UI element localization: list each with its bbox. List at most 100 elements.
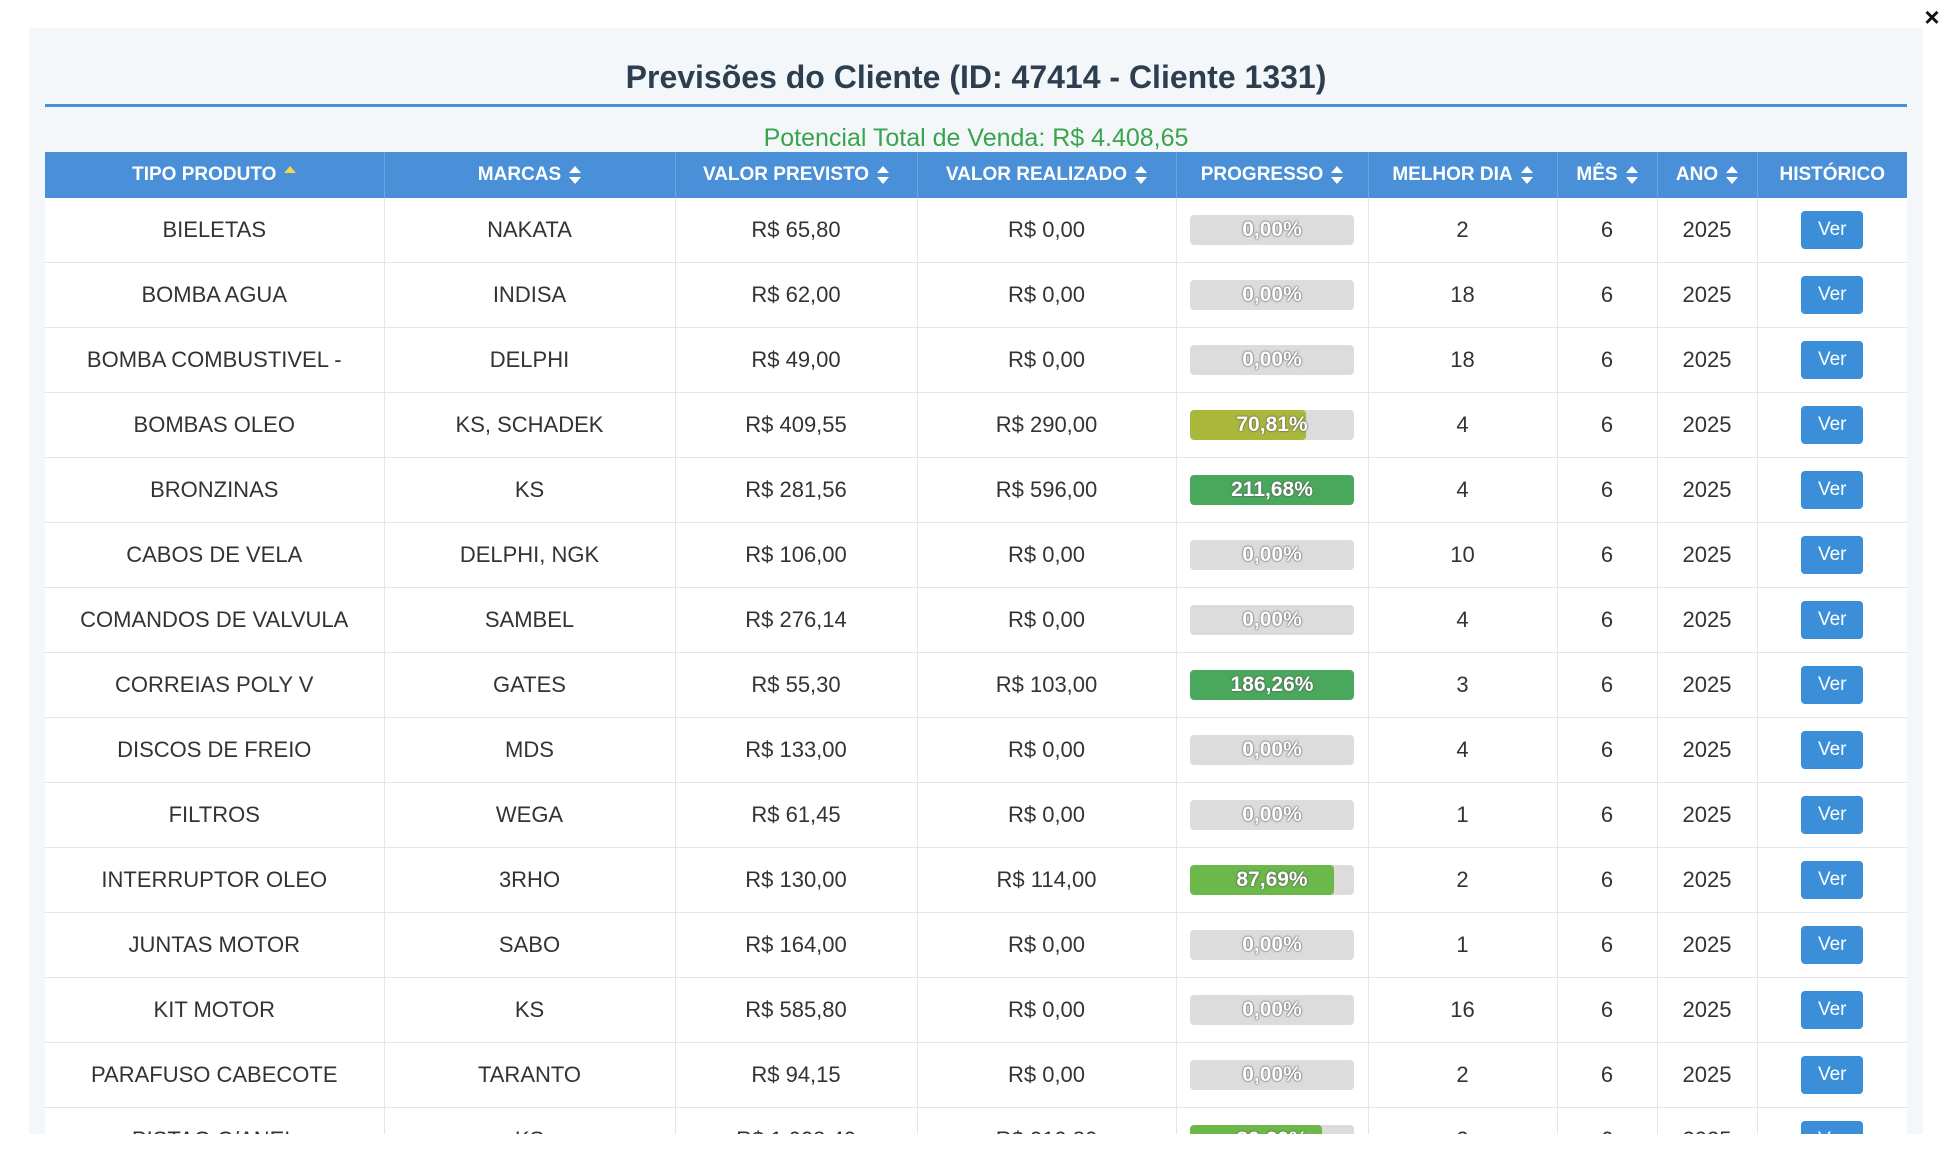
- cell-tipo-produto: BOMBA AGUA: [45, 262, 385, 328]
- cell-progresso: 80,60%: [1176, 1107, 1369, 1134]
- forecast-table-container: TIPO PRODUTO MARCAS VALOR PREVISTO VALOR…: [45, 152, 1907, 1134]
- progress-label: 0,00%: [1242, 543, 1302, 566]
- ver-historico-button[interactable]: Ver: [1801, 861, 1864, 899]
- cell-tipo-produto: BRONZINAS: [45, 457, 385, 523]
- page-title: Previsões do Cliente (ID: 47414 - Client…: [625, 59, 1327, 95]
- cell-progresso: 0,00%: [1176, 1042, 1369, 1108]
- sort-icon: [1625, 165, 1638, 184]
- cell-valor-previsto: R$ 276,14: [675, 587, 918, 653]
- ver-historico-button[interactable]: Ver: [1801, 1121, 1864, 1134]
- sort-icon: [1135, 165, 1148, 184]
- cell-valor-realizado: R$ 0,00: [917, 522, 1177, 588]
- ver-historico-button[interactable]: Ver: [1801, 601, 1864, 639]
- cell-valor-realizado: R$ 919,80: [917, 1107, 1177, 1134]
- progress-bar: 0,00%: [1190, 930, 1354, 960]
- cell-melhor-dia: 4: [1368, 457, 1558, 523]
- cell-progresso: 0,00%: [1176, 717, 1369, 783]
- ver-historico-button[interactable]: Ver: [1801, 926, 1864, 964]
- table-row: BOMBA AGUA INDISA R$ 62,00 R$ 0,00 0,00% 18 6 2…: [45, 262, 1907, 328]
- column-header-mes[interactable]: MÊS: [1557, 152, 1658, 198]
- close-icon[interactable]: ×: [1924, 2, 1940, 32]
- cell-valor-realizado: R$ 0,00: [917, 198, 1177, 263]
- cell-marcas: GATES: [384, 652, 676, 718]
- column-header-tipo-produto[interactable]: TIPO PRODUTO: [45, 152, 385, 198]
- cell-valor-previsto: R$ 65,80: [675, 198, 918, 263]
- cell-historico: Ver: [1757, 327, 1907, 393]
- cell-melhor-dia: 3: [1368, 652, 1558, 718]
- ver-historico-button[interactable]: Ver: [1801, 406, 1864, 444]
- cell-marcas: SABO: [384, 912, 676, 978]
- cell-historico: Ver: [1757, 782, 1907, 848]
- cell-historico: Ver: [1757, 457, 1907, 523]
- ver-historico-button[interactable]: Ver: [1801, 796, 1864, 834]
- ver-historico-button[interactable]: Ver: [1801, 536, 1864, 574]
- cell-marcas: NAKATA: [384, 198, 676, 263]
- cell-marcas: KS: [384, 457, 676, 523]
- cell-ano: 2025: [1657, 522, 1758, 588]
- column-header-valor-realizado[interactable]: VALOR REALIZADO: [917, 152, 1177, 198]
- progress-bar: 186,26%: [1190, 670, 1354, 700]
- cell-ano: 2025: [1657, 457, 1758, 523]
- progress-label: 0,00%: [1242, 1063, 1302, 1086]
- progress-label: 0,00%: [1242, 803, 1302, 826]
- ver-historico-button[interactable]: Ver: [1801, 991, 1864, 1029]
- table-row: PISTAO C/ANELKSR$ 1.008,40R$ 919,80 80,60…: [45, 1107, 1907, 1134]
- ver-historico-button[interactable]: Ver: [1801, 731, 1864, 769]
- cell-valor-previsto: R$ 133,00: [675, 717, 918, 783]
- table-row: CABOS DE VELA DELPHI, NGK R$ 106,00 R$ 0,00…: [45, 522, 1907, 588]
- cell-melhor-dia: 2: [1368, 1107, 1558, 1134]
- cell-melhor-dia: 2: [1368, 1042, 1558, 1108]
- forecast-table: TIPO PRODUTO MARCAS VALOR PREVISTO VALOR…: [45, 152, 1907, 1134]
- cell-historico: Ver: [1757, 522, 1907, 588]
- column-header-ano[interactable]: ANO: [1657, 152, 1758, 198]
- cell-ano: 2025: [1657, 977, 1758, 1043]
- cell-valor-realizado: R$ 596,00: [917, 457, 1177, 523]
- cell-tipo-produto: PARAFUSO CABECOTE: [45, 1042, 385, 1108]
- cell-melhor-dia: 16: [1368, 977, 1558, 1043]
- cell-melhor-dia: 4: [1368, 587, 1558, 653]
- column-header-marcas[interactable]: MARCAS: [384, 152, 676, 198]
- ver-historico-button[interactable]: Ver: [1801, 276, 1864, 314]
- cell-melhor-dia: 4: [1368, 717, 1558, 783]
- cell-valor-realizado: R$ 0,00: [917, 1042, 1177, 1108]
- ver-historico-button[interactable]: Ver: [1801, 471, 1864, 509]
- cell-valor-previsto: R$ 585,80: [675, 977, 918, 1043]
- ver-historico-button[interactable]: Ver: [1801, 1056, 1864, 1094]
- progress-bar: 211,68%: [1190, 475, 1354, 505]
- cell-mes: 6: [1557, 912, 1658, 978]
- cell-mes: 6: [1557, 587, 1658, 653]
- cell-marcas: TARANTO: [384, 1042, 676, 1108]
- cell-mes: 6: [1557, 522, 1658, 588]
- cell-ano: 2025: [1657, 912, 1758, 978]
- progress-label: 0,00%: [1242, 283, 1302, 306]
- column-header-valor-previsto[interactable]: VALOR PREVISTO: [675, 152, 918, 198]
- table-row: CORREIAS POLY V GATES R$ 55,30 R$ 103,00 186…: [45, 652, 1907, 718]
- cell-historico: Ver: [1757, 652, 1907, 718]
- cell-valor-realizado: R$ 0,00: [917, 327, 1177, 393]
- ver-historico-button[interactable]: Ver: [1801, 341, 1864, 379]
- cell-valor-previsto: R$ 106,00: [675, 522, 918, 588]
- cell-melhor-dia: 1: [1368, 912, 1558, 978]
- cell-valor-previsto: R$ 61,45: [675, 782, 918, 848]
- progress-bar: 0,00%: [1190, 995, 1354, 1025]
- cell-melhor-dia: 2: [1368, 847, 1558, 913]
- ver-historico-button[interactable]: Ver: [1801, 211, 1864, 249]
- cell-melhor-dia: 4: [1368, 392, 1558, 458]
- cell-historico: Ver: [1757, 1107, 1907, 1134]
- cell-ano: 2025: [1657, 1042, 1758, 1108]
- progress-bar-fill: [1190, 1125, 1323, 1134]
- cell-progresso: 0,00%: [1176, 977, 1369, 1043]
- progress-bar-fill: [1190, 410, 1307, 440]
- cell-ano: 2025: [1657, 587, 1758, 653]
- cell-mes: 6: [1557, 1042, 1658, 1108]
- column-header-progresso[interactable]: PROGRESSO: [1176, 152, 1369, 198]
- cell-valor-previsto: R$ 49,00: [675, 327, 918, 393]
- ver-historico-button[interactable]: Ver: [1801, 666, 1864, 704]
- column-header-melhor-dia[interactable]: MELHOR DIA: [1368, 152, 1558, 198]
- table-row: DISCOS DE FREIO MDS R$ 133,00 R$ 0,00 0,00% 4…: [45, 717, 1907, 783]
- progress-bar: 87,69%: [1190, 865, 1354, 895]
- progress-bar: 0,00%: [1190, 215, 1354, 245]
- cell-valor-previsto: R$ 94,15: [675, 1042, 918, 1108]
- sort-icon: [1726, 165, 1739, 184]
- table-row: KIT MOTOR KS R$ 585,80 R$ 0,00 0,00% 16 6 2025 V…: [45, 977, 1907, 1043]
